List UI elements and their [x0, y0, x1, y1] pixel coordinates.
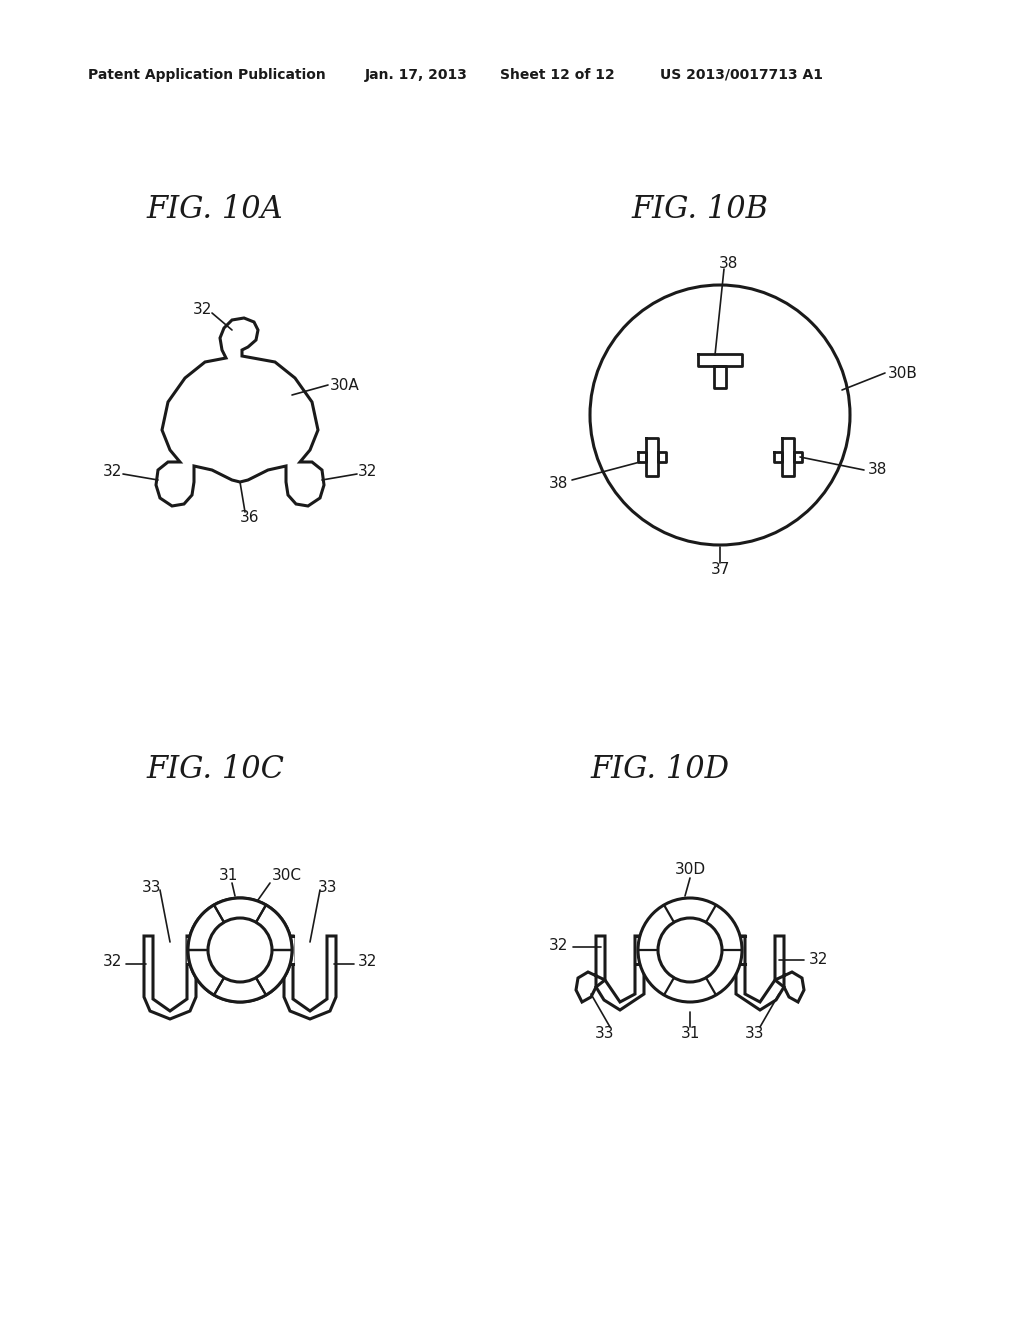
- Text: 33: 33: [318, 880, 338, 895]
- Text: 38: 38: [868, 462, 888, 478]
- Circle shape: [208, 917, 272, 982]
- Circle shape: [188, 898, 292, 1002]
- Polygon shape: [144, 936, 196, 1019]
- Polygon shape: [742, 936, 745, 964]
- Polygon shape: [782, 438, 794, 477]
- Text: 32: 32: [193, 302, 212, 318]
- Circle shape: [590, 285, 850, 545]
- Polygon shape: [646, 438, 658, 477]
- Text: 30A: 30A: [330, 378, 359, 392]
- Text: US 2013/0017713 A1: US 2013/0017713 A1: [660, 69, 823, 82]
- Text: Patent Application Publication: Patent Application Publication: [88, 69, 326, 82]
- Polygon shape: [635, 936, 638, 964]
- Polygon shape: [596, 936, 644, 1010]
- Circle shape: [638, 898, 742, 1002]
- Text: 30B: 30B: [888, 366, 918, 380]
- Text: 32: 32: [102, 954, 122, 969]
- Text: 30C: 30C: [272, 869, 302, 883]
- Text: 32: 32: [358, 465, 378, 479]
- Polygon shape: [736, 936, 784, 1010]
- Text: 38: 38: [718, 256, 737, 271]
- Polygon shape: [284, 936, 336, 1019]
- Polygon shape: [775, 936, 804, 1002]
- Polygon shape: [658, 451, 666, 462]
- Polygon shape: [698, 354, 742, 366]
- Text: 32: 32: [358, 954, 378, 969]
- Text: 31: 31: [218, 869, 238, 883]
- Polygon shape: [794, 451, 802, 462]
- Text: 33: 33: [595, 1027, 614, 1041]
- Text: 32: 32: [549, 937, 568, 953]
- Polygon shape: [638, 451, 646, 462]
- Text: 37: 37: [711, 562, 730, 578]
- Text: Jan. 17, 2013: Jan. 17, 2013: [365, 69, 468, 82]
- Text: FIG. 10B: FIG. 10B: [632, 194, 768, 226]
- Circle shape: [658, 917, 722, 982]
- Polygon shape: [575, 936, 605, 1002]
- Text: FIG. 10D: FIG. 10D: [591, 755, 729, 785]
- Text: 38: 38: [549, 475, 568, 491]
- Circle shape: [188, 898, 292, 1002]
- Circle shape: [208, 917, 272, 982]
- Text: 30D: 30D: [675, 862, 706, 878]
- Text: 31: 31: [680, 1027, 699, 1041]
- Polygon shape: [774, 451, 782, 462]
- Text: 32: 32: [102, 465, 122, 479]
- Text: Sheet 12 of 12: Sheet 12 of 12: [500, 69, 614, 82]
- Text: FIG. 10A: FIG. 10A: [146, 194, 284, 226]
- Text: FIG. 10C: FIG. 10C: [146, 755, 284, 785]
- Text: 32: 32: [809, 953, 828, 968]
- Polygon shape: [714, 366, 726, 388]
- Polygon shape: [156, 318, 324, 506]
- Text: 33: 33: [745, 1027, 765, 1041]
- Text: 33: 33: [142, 880, 162, 895]
- Text: 36: 36: [241, 511, 260, 525]
